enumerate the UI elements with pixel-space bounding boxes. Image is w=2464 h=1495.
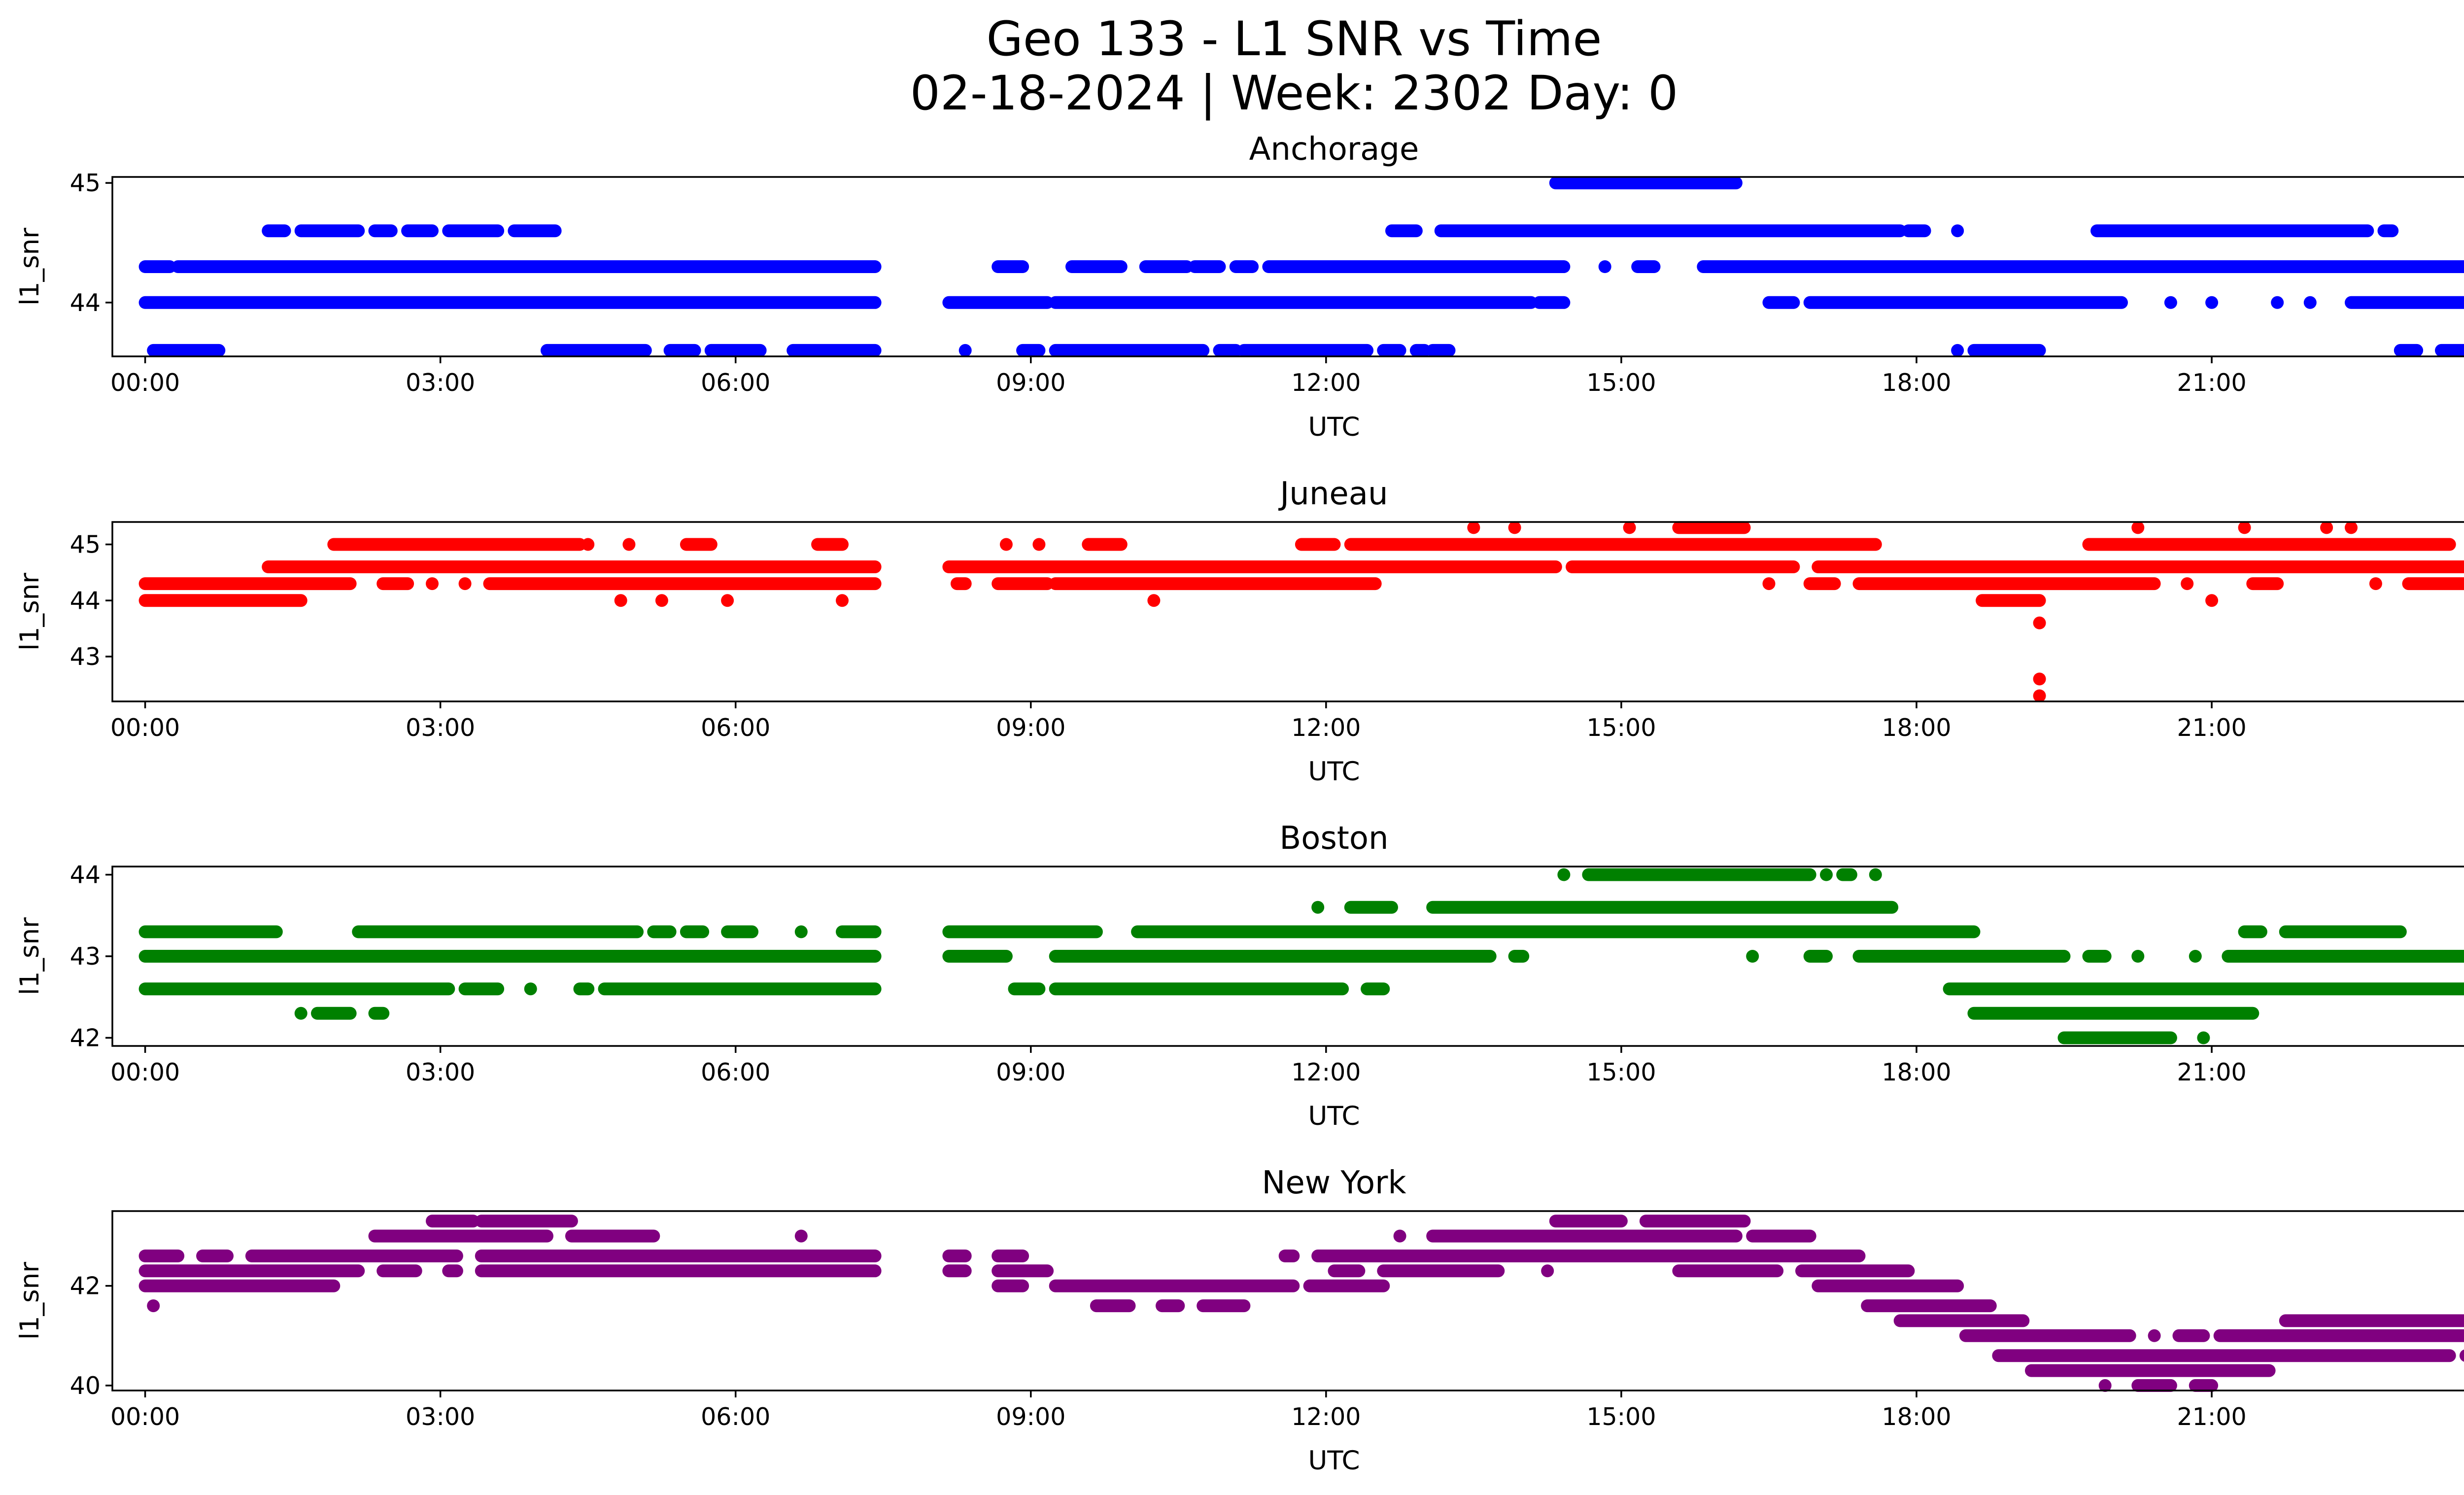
- x-axis-label: UTC: [1308, 412, 1360, 442]
- x-tick-label: 12:00: [1291, 1058, 1361, 1086]
- x-tick-label: 09:00: [996, 369, 1065, 397]
- y-tick-label: 42: [70, 1272, 101, 1300]
- subplot-anchorage: 44 45 00:00 03:00 06:00 09:00 12:00 15:00 18:00…: [15, 131, 2464, 442]
- subplot-juneau: 43 44 45 00:00 03:00 06:00 09:00 12:00 15:00 18:…: [15, 476, 2464, 787]
- y-axis: 44 45: [70, 169, 112, 317]
- x-axis-label: UTC: [1308, 1101, 1360, 1131]
- x-axis: 00:00 03:00 06:00 09:00 12:00 15:00 18:00 21:00…: [110, 1391, 2247, 1431]
- x-tick-label: 18:00: [1882, 1058, 1951, 1086]
- x-tick-label: 06:00: [701, 369, 770, 397]
- x-axis-label: UTC: [1308, 757, 1360, 787]
- y-tick-label: 45: [70, 531, 101, 559]
- y-tick-label: 45: [70, 169, 101, 197]
- x-axis-label: UTC: [1308, 1446, 1360, 1476]
- x-tick-label: 09:00: [996, 1403, 1065, 1431]
- plot-frame: [111, 176, 2464, 357]
- figure-title-line1: Geo 133 - L1 SNR vs Time: [987, 11, 1602, 67]
- figure-title-line2: 02-18-2024 | Week: 2302 Day: 0: [910, 66, 1678, 121]
- scatter-points: [138, 868, 2464, 1044]
- x-tick-label: 21:00: [2177, 369, 2246, 397]
- subplot-boston: 42 43 44 00:00 03:00 06:00 09:00 12:00 15:00 18:…: [15, 820, 2464, 1131]
- subplot-new-york: 40 42 00:00 03:00 06:00 09:00 12:00 15:00 18:00…: [15, 1165, 2464, 1476]
- x-tick-label: 15:00: [1586, 369, 1656, 397]
- x-tick-label: 15:00: [1586, 1403, 1656, 1431]
- x-tick-label: 03:00: [406, 1058, 475, 1086]
- x-axis: 00:00 03:00 06:00 09:00 12:00 15:00 18:00 21:00…: [110, 701, 2247, 742]
- y-axis: 40 42: [70, 1272, 112, 1400]
- y-axis-label: l1_snr: [15, 228, 45, 306]
- y-tick-label: 44: [70, 587, 101, 615]
- x-tick-label: 06:00: [701, 1403, 770, 1431]
- x-axis: 00:00 03:00 06:00 09:00 12:00 15:00 18:00 21:00…: [110, 1046, 2247, 1086]
- y-axis-label: l1_snr: [15, 917, 45, 995]
- x-tick-label: 09:00: [996, 714, 1065, 742]
- x-tick-label: 15:00: [1586, 1058, 1656, 1086]
- y-tick-label: 40: [70, 1372, 101, 1400]
- x-tick-label: 09:00: [996, 1058, 1065, 1086]
- scatter-points: [138, 521, 2464, 702]
- x-tick-label: 00:00: [110, 1058, 180, 1086]
- x-tick-label: 06:00: [701, 1058, 770, 1086]
- y-axis: 42 43 44: [70, 861, 112, 1052]
- x-tick-label: 18:00: [1882, 369, 1951, 397]
- x-tick-label: 06:00: [701, 714, 770, 742]
- subplot-title: Juneau: [1278, 476, 1388, 512]
- y-tick-label: 43: [70, 643, 101, 671]
- subplot-title: New York: [1262, 1165, 1406, 1201]
- x-tick-label: 00:00: [110, 1403, 180, 1431]
- x-tick-label: 03:00: [406, 714, 475, 742]
- subplot-title: Anchorage: [1249, 131, 1419, 168]
- x-tick-label: 21:00: [2177, 1058, 2246, 1086]
- x-tick-label: 18:00: [1882, 1403, 1951, 1431]
- y-axis-label: l1_snr: [15, 1262, 45, 1340]
- plot-frame: [111, 1210, 2464, 1391]
- x-tick-label: 12:00: [1291, 1403, 1361, 1431]
- x-tick-label: 03:00: [406, 1403, 475, 1431]
- y-tick-label: 43: [70, 942, 101, 971]
- y-axis-label: l1_snr: [15, 573, 45, 651]
- y-tick-label: 44: [70, 861, 101, 889]
- scatter-points: [138, 176, 2464, 357]
- x-tick-label: 00:00: [110, 369, 180, 397]
- x-axis: 00:00 03:00 06:00 09:00 12:00 15:00 18:00 21:00…: [110, 356, 2247, 397]
- x-tick-label: 12:00: [1291, 369, 1361, 397]
- y-tick-label: 42: [70, 1024, 101, 1052]
- y-axis: 43 44 45: [70, 531, 112, 671]
- x-tick-label: 21:00: [2177, 1403, 2246, 1431]
- x-tick-label: 03:00: [406, 369, 475, 397]
- x-tick-label: 00:00: [110, 714, 180, 742]
- subplot-title: Boston: [1279, 820, 1388, 857]
- x-tick-label: 12:00: [1291, 714, 1361, 742]
- scatter-points: [138, 1215, 2464, 1392]
- x-tick-label: 18:00: [1882, 714, 1951, 742]
- y-tick-label: 44: [70, 289, 101, 317]
- x-tick-label: 21:00: [2177, 714, 2246, 742]
- x-tick-label: 15:00: [1586, 714, 1656, 742]
- plot-frame: [111, 521, 2464, 702]
